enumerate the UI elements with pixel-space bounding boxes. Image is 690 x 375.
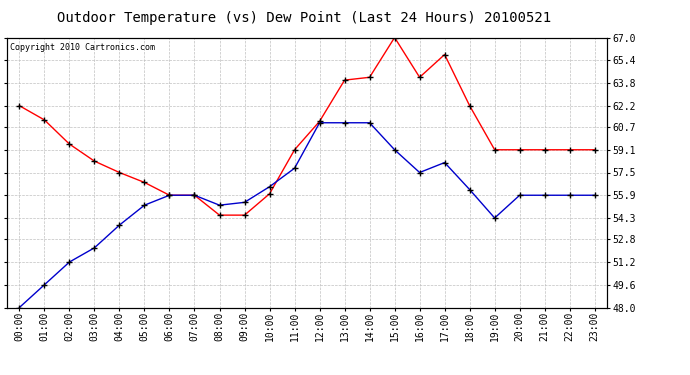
- Text: Outdoor Temperature (vs) Dew Point (Last 24 Hours) 20100521: Outdoor Temperature (vs) Dew Point (Last…: [57, 11, 551, 25]
- Text: Copyright 2010 Cartronics.com: Copyright 2010 Cartronics.com: [10, 43, 155, 52]
